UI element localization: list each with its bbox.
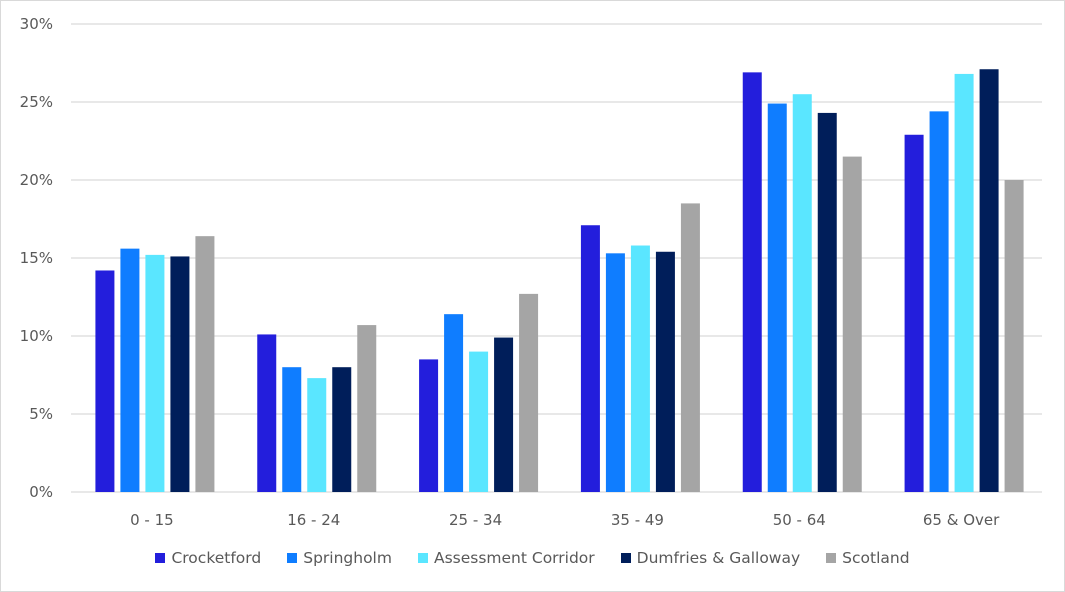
- bar-dumfries-galloway: [655, 251, 675, 492]
- legend-label: Dumfries & Galloway: [636, 549, 801, 567]
- bar-assessment-corridor: [307, 378, 327, 492]
- bar-crocketford: [419, 359, 439, 492]
- bar-springholm: [767, 103, 787, 492]
- bar-scotland: [1004, 180, 1024, 492]
- y-tick-label: 20%: [20, 171, 53, 189]
- bar-scotland: [842, 156, 862, 492]
- bar-assessment-corridor: [630, 245, 650, 492]
- bar-crocketford: [257, 334, 277, 492]
- bar-assessment-corridor: [469, 351, 489, 492]
- y-tick-label: 30%: [20, 15, 53, 33]
- bar-scotland: [680, 203, 700, 492]
- bar-scotland: [357, 325, 377, 492]
- bar-springholm: [444, 314, 464, 492]
- bar-crocketford: [95, 270, 115, 492]
- legend-label: Springholm: [303, 549, 392, 567]
- y-tick-label: 0%: [29, 483, 53, 501]
- legend-label: Assessment Corridor: [433, 549, 595, 567]
- legend-swatch: [826, 553, 837, 563]
- bar-springholm: [605, 253, 625, 492]
- x-tick-label: 35 - 49: [611, 511, 664, 529]
- legend-item: Assessment Corridor: [417, 549, 595, 567]
- x-tick-label: 0 - 15: [130, 511, 174, 529]
- legend-swatch: [417, 553, 428, 563]
- bar-crocketford: [580, 225, 600, 493]
- legend: Crocketford Springholm Assessment Corridor…: [1, 549, 1064, 567]
- x-tick-label: 50 - 64: [773, 511, 826, 529]
- bar-chart: 0% 5% 10% 15% 20% 25% 30% 0 - 15 16 - 24 25 - 34 3…: [20, 15, 1042, 529]
- legend-item: Crocketford: [155, 549, 261, 567]
- bar-dumfries-galloway: [979, 69, 999, 493]
- legend-label: Scotland: [842, 549, 910, 567]
- y-tick-label: 15%: [20, 249, 53, 267]
- legend-swatch: [287, 553, 298, 563]
- bar-springholm: [120, 248, 140, 492]
- bar-dumfries-galloway: [817, 112, 837, 493]
- legend-item: Scotland: [826, 549, 910, 567]
- legend-swatch: [620, 553, 631, 563]
- legend-label: Crocketford: [171, 549, 262, 567]
- bar-crocketford: [742, 72, 762, 493]
- bar-springholm: [282, 367, 302, 492]
- legend-swatch: [155, 553, 166, 563]
- bar-assessment-corridor: [792, 94, 812, 492]
- bar-dumfries-galloway: [170, 256, 190, 492]
- bar-scotland: [195, 236, 215, 492]
- bar-assessment-corridor: [145, 254, 165, 492]
- bar-springholm: [929, 111, 949, 493]
- x-tick-label: 16 - 24: [287, 511, 340, 529]
- bar-assessment-corridor: [954, 73, 974, 493]
- legend-item: Dumfries & Galloway: [620, 549, 801, 567]
- bar-crocketford: [904, 134, 924, 492]
- x-tick-label: 65 & Over: [923, 511, 1000, 529]
- y-tick-label: 10%: [20, 327, 53, 345]
- y-tick-label: 5%: [29, 405, 53, 423]
- x-tick-label: 25 - 34: [449, 511, 502, 529]
- bar-dumfries-galloway: [494, 337, 514, 492]
- legend-item: Springholm: [287, 549, 392, 567]
- y-tick-label: 25%: [20, 93, 53, 111]
- bar-dumfries-galloway: [332, 367, 352, 492]
- bar-scotland: [519, 293, 539, 492]
